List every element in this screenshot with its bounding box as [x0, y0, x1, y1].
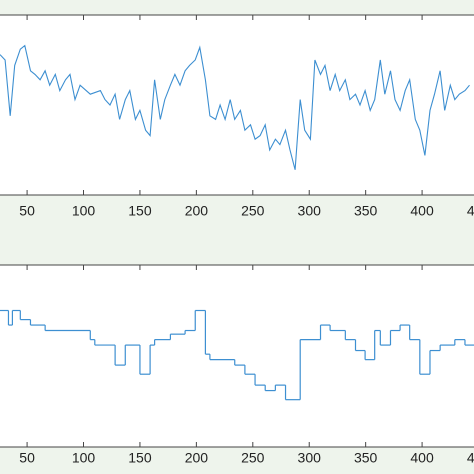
- x-tick-label: 350: [354, 203, 378, 219]
- plot-area: [0, 14, 474, 196]
- x-tick-label: 350: [354, 450, 378, 466]
- x-tick-label: 250: [241, 203, 265, 219]
- x-tick-label: 150: [128, 203, 152, 219]
- x-tick-label: 100: [72, 203, 96, 219]
- x-tick-label: 150: [128, 450, 152, 466]
- x-tick-label: 250: [241, 450, 265, 466]
- x-tick-label: 50: [19, 450, 35, 466]
- plot-area: [0, 264, 474, 448]
- x-tick-label: 200: [185, 450, 209, 466]
- line: [0, 44, 470, 170]
- x-tick-label: 400: [410, 450, 434, 466]
- x-tick-label: 300: [298, 450, 322, 466]
- x-tick-label: 450: [467, 450, 474, 466]
- x-tick-label: 450: [467, 203, 474, 219]
- x-tick-label: 200: [185, 203, 209, 219]
- x-tick-label: 400: [410, 203, 434, 219]
- x-tick-label: 50: [19, 203, 35, 219]
- x-tick-label: 100: [72, 450, 96, 466]
- x-tick-label: 300: [298, 203, 322, 219]
